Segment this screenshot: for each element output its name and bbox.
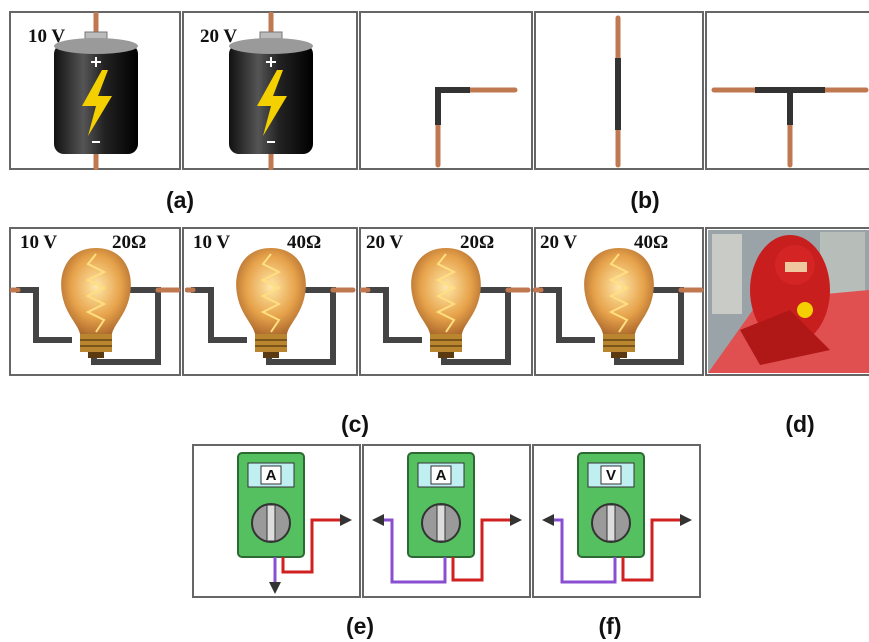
caption: (f) [599, 613, 622, 639]
ammeter [372, 453, 522, 584]
elbow-wire [435, 87, 518, 168]
bulb-resistance: 20Ω [460, 232, 494, 253]
meter-label: A [266, 467, 277, 484]
bulb-resistance: 40Ω [287, 232, 321, 253]
bulb-voltage: 20 V [540, 232, 577, 253]
voltmeter [542, 453, 692, 584]
ammeter [238, 453, 352, 594]
caption: (a) [166, 187, 194, 213]
bulb-voltage: 10 V [193, 232, 230, 253]
tee-wire [711, 87, 869, 168]
meter-label: A [436, 467, 447, 484]
caption: (d) [785, 411, 814, 437]
caption: (b) [630, 187, 659, 213]
battery-label: 10 V [28, 26, 65, 47]
caption: (c) [341, 411, 369, 437]
hero-picture [708, 230, 869, 373]
meter-label: V [606, 467, 616, 484]
bulb-resistance: 40Ω [634, 232, 668, 253]
bulb-voltage: 10 V [20, 232, 57, 253]
caption: (e) [346, 613, 374, 639]
bulb-voltage: 20 V [366, 232, 403, 253]
bulb-resistance: 20Ω [112, 232, 146, 253]
battery-label: 20 V [200, 26, 237, 47]
